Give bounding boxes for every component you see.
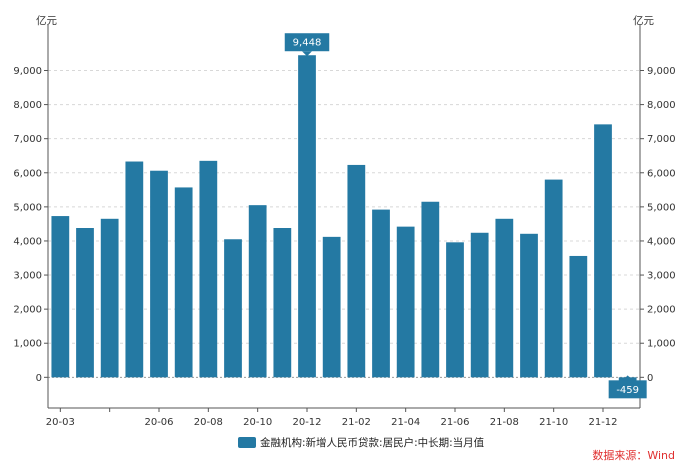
bars xyxy=(51,55,637,393)
x-tick-label: 20-12 xyxy=(292,417,321,428)
x-tick-label: 21-02 xyxy=(342,417,371,428)
right-tick-label: 8,000 xyxy=(647,100,676,111)
callout-pointer xyxy=(302,51,312,57)
right-tick-label: 6,000 xyxy=(647,168,676,179)
left-tick-label: 3,000 xyxy=(13,271,42,282)
x-tick-label: 20-08 xyxy=(194,417,223,428)
legend: 金融机构:新增人民币贷款:居民户:中长期:当月值 xyxy=(238,436,485,449)
bar xyxy=(248,205,267,378)
left-tick-label: 9,000 xyxy=(13,66,42,77)
left-tick-label: 2,000 xyxy=(13,305,42,316)
left-tick-label: 4,000 xyxy=(13,236,42,247)
x-tick-label: 21-04 xyxy=(391,417,420,428)
left-tick-label: 8,000 xyxy=(13,100,42,111)
left-tick-label: 1,000 xyxy=(13,339,42,350)
bar xyxy=(594,124,612,378)
source-label: 数据来源：Wind xyxy=(592,448,675,462)
bar xyxy=(150,170,168,378)
bar xyxy=(224,239,242,378)
right-tick-label: 2,000 xyxy=(647,305,676,316)
bar xyxy=(76,228,94,378)
bar xyxy=(520,233,538,378)
callout-pointer xyxy=(622,375,633,381)
right-unit-label: 亿元 xyxy=(633,14,654,27)
bar xyxy=(322,236,341,378)
bar xyxy=(347,164,366,378)
right-tick-label: 3,000 xyxy=(647,271,676,282)
bar xyxy=(470,232,489,378)
callout-box xyxy=(608,380,647,399)
bar xyxy=(421,201,440,378)
bar xyxy=(125,161,144,378)
axes xyxy=(44,25,644,412)
left-tick-label: 5,000 xyxy=(13,202,42,213)
bar xyxy=(199,160,218,378)
right-tick-label: 5,000 xyxy=(647,202,676,213)
bar xyxy=(298,55,316,378)
bar xyxy=(372,209,390,378)
bar xyxy=(100,218,119,378)
right-tick-label: 1,000 xyxy=(647,339,676,350)
right-tick-label: 4,000 xyxy=(647,236,676,247)
x-tick-label: 20-10 xyxy=(243,417,272,428)
bar xyxy=(396,226,415,378)
bar xyxy=(569,255,588,378)
left-tick-label: 6,000 xyxy=(13,168,42,179)
grid-lines xyxy=(48,70,640,378)
bar xyxy=(544,179,563,378)
bar xyxy=(273,228,292,378)
x-tick-label: 21-06 xyxy=(440,417,469,428)
right-tick-label: 9,000 xyxy=(647,66,676,77)
x-tick-label: 21-12 xyxy=(588,417,617,428)
x-tick-label: 21-10 xyxy=(539,417,568,428)
axis-labels: 0 0 1,000 1,000 2,000 2,000 3,000 3,000 4,000 4,0… xyxy=(13,66,675,428)
callout-label: -459 xyxy=(616,385,639,396)
x-tick-label: 20-03 xyxy=(46,417,75,428)
bar xyxy=(51,216,70,378)
callouts: 9,448 -459 xyxy=(284,33,647,399)
bar xyxy=(174,187,193,378)
bar xyxy=(495,218,514,378)
left-unit-label: 亿元 xyxy=(36,14,57,27)
left-tick-label: 7,000 xyxy=(13,134,42,145)
callout-label: 9,448 xyxy=(293,38,322,49)
left-tick-label: 0 xyxy=(36,373,42,384)
bar xyxy=(446,242,464,378)
right-tick-label: 0 xyxy=(647,373,653,384)
legend-label: 金融机构:新增人民币贷款:居民户:中长期:当月值 xyxy=(260,436,485,449)
x-tick-label: 20-06 xyxy=(144,417,173,428)
legend-swatch xyxy=(238,437,256,448)
right-tick-label: 7,000 xyxy=(647,134,676,145)
callout-box xyxy=(284,33,330,52)
x-tick-label: 21-08 xyxy=(490,417,519,428)
